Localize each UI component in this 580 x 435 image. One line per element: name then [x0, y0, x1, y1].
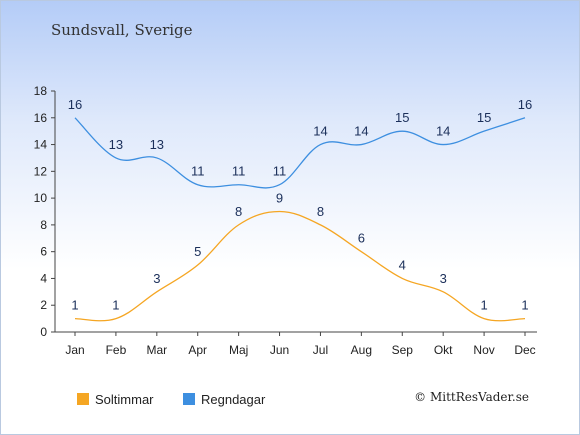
x-tick-label: Feb: [106, 343, 127, 357]
legend-label-soltimmar: Soltimmar: [95, 391, 154, 407]
y-tick-label: 8: [40, 218, 47, 232]
data-label-soltimmar: 8: [317, 204, 324, 219]
y-tick-label: 12: [34, 164, 48, 178]
data-label-soltimmar: 6: [358, 231, 365, 246]
y-tick-label: 10: [34, 191, 48, 205]
data-label-soltimmar: 1: [521, 298, 528, 313]
y-tick-label: 4: [40, 271, 47, 285]
data-label-soltimmar: 3: [440, 271, 447, 286]
data-label-regndagar: 15: [477, 110, 491, 125]
legend-item-soltimmar: Soltimmar: [77, 389, 154, 409]
x-tick-label: Sep: [392, 343, 414, 357]
x-tick-label: Apr: [188, 343, 207, 357]
x-tick-label: Jun: [270, 343, 289, 357]
data-label-regndagar: 14: [354, 124, 368, 139]
data-label-regndagar: 16: [68, 97, 82, 112]
legend-label-regndagar: Regndagar: [201, 391, 266, 407]
data-label-regndagar: 11: [191, 164, 205, 179]
legend-item-regndagar: Regndagar: [183, 389, 265, 409]
data-label-regndagar: 15: [395, 110, 409, 125]
chart-title: Sundsvall, Sverige: [51, 21, 193, 39]
y-tick-label: 18: [34, 84, 48, 98]
data-label-regndagar: 13: [109, 137, 123, 152]
x-tick-label: Jan: [65, 343, 84, 357]
x-tick-label: Nov: [473, 343, 494, 357]
data-label-regndagar: 16: [518, 97, 532, 112]
y-tick-label: 16: [34, 111, 48, 125]
y-tick-label: 0: [40, 325, 47, 339]
x-tick-label: Jul: [313, 343, 328, 357]
data-label-regndagar: 11: [232, 164, 246, 179]
data-label-regndagar: 13: [150, 137, 164, 152]
y-tick-label: 2: [40, 298, 47, 312]
series-line-soltimmar: [74, 210, 526, 322]
x-tick-label: Mar: [146, 343, 167, 357]
data-label-regndagar: 14: [313, 124, 327, 139]
y-tick-label: 6: [40, 245, 47, 259]
credit-text: © MittResVader.se: [414, 390, 529, 404]
data-label-soltimmar: 1: [480, 298, 487, 313]
data-label-soltimmar: 1: [112, 298, 119, 313]
data-label-soltimmar: 1: [71, 298, 78, 313]
legend-swatch-soltimmar: [77, 393, 89, 405]
data-label-soltimmar: 5: [194, 244, 201, 259]
data-label-regndagar: 11: [273, 164, 287, 179]
x-tick-label: Okt: [434, 343, 453, 357]
data-label-soltimmar: 8: [235, 204, 242, 219]
x-tick-label: Dec: [514, 343, 535, 357]
data-label-soltimmar: 3: [153, 271, 160, 286]
data-label-soltimmar: 9: [276, 191, 283, 206]
x-tick-label: Aug: [351, 343, 372, 357]
data-label-soltimmar: 4: [399, 257, 406, 272]
series-line-regndagar: [74, 117, 526, 189]
y-tick-label: 14: [34, 138, 48, 152]
legend-swatch-regndagar: [183, 393, 195, 405]
x-tick-label: Maj: [229, 343, 248, 357]
data-label-regndagar: 14: [436, 124, 450, 139]
